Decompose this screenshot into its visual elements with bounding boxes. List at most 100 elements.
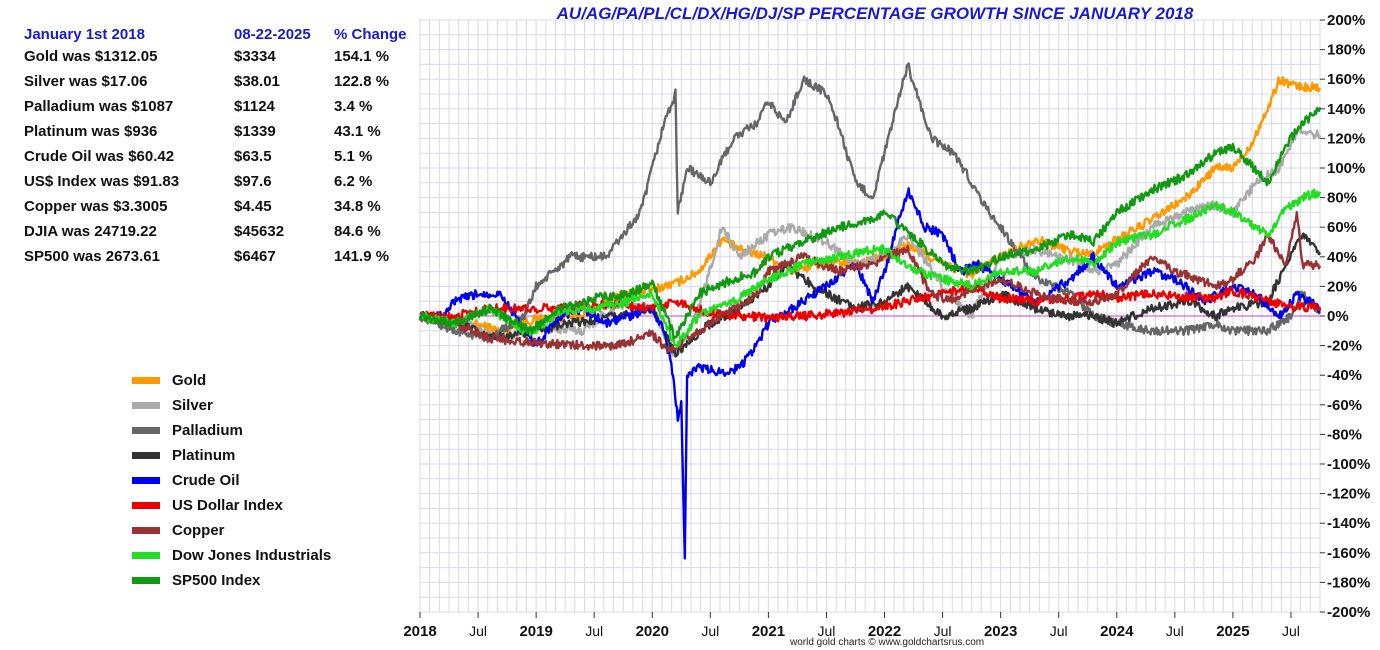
chart-title: AU/AG/PA/PL/CL/DX/HG/DJ/SP PERCENTAGE GR…: [556, 4, 1194, 23]
row-price: $3334: [234, 48, 276, 65]
legend-swatch: [132, 502, 160, 509]
row-change: 5.1 %: [334, 148, 373, 165]
row-label: Palladium was $1087: [24, 98, 174, 115]
row-change: 122.8 %: [334, 73, 390, 90]
y-tick-label: -80%: [1327, 426, 1362, 443]
legend-item: SP500 Index: [132, 568, 331, 593]
legend-swatch: [132, 527, 160, 534]
header-start-date: January 1st 2018: [24, 25, 145, 43]
legend-item: Silver: [132, 393, 331, 418]
x-tick-label: 2021: [752, 623, 785, 640]
x-tick-label: Jul: [469, 623, 487, 639]
row-change: 84.6 %: [334, 223, 381, 240]
series-line-palladium: [418, 62, 1322, 344]
series-lines: [418, 62, 1322, 560]
x-tick-label: Jul: [1050, 623, 1068, 639]
row-label: SP500 was 2673.61: [24, 248, 160, 265]
row-price: $45632: [234, 223, 285, 240]
y-tick-label: -60%: [1327, 397, 1362, 414]
legend-label: US Dollar Index: [172, 497, 283, 514]
legend-label: Copper: [172, 522, 225, 539]
row-price: $63.5: [234, 148, 272, 165]
legend-swatch: [132, 577, 160, 584]
x-tick-label: Jul: [1166, 623, 1184, 639]
legend-item: Crude Oil: [132, 468, 331, 493]
legend-label: Silver: [172, 397, 213, 414]
legend-item: Copper: [132, 518, 331, 543]
chart-legend: Gold Silver Palladium Platinum Crude Oil US D…: [132, 368, 331, 593]
x-tick-label: 2019: [519, 623, 552, 640]
y-tick-label: 120%: [1327, 130, 1365, 147]
legend-swatch: [132, 427, 160, 434]
x-tick-label: 2023: [984, 623, 1017, 640]
credit-text: world gold charts © www.goldchartsrus.co…: [790, 637, 985, 648]
y-tick-label: 40%: [1327, 249, 1357, 266]
legend-item: Palladium: [132, 418, 331, 443]
legend-swatch: [132, 402, 160, 409]
legend-label: Crude Oil: [172, 472, 240, 489]
row-label: Gold was $1312.05: [24, 48, 158, 65]
row-label: Crude Oil was $60.42: [24, 148, 175, 165]
legend-swatch: [132, 477, 160, 484]
row-change: 6.2 %: [334, 173, 373, 190]
legend-label: Dow Jones Industrials: [172, 547, 332, 564]
y-tick-label: -20%: [1327, 338, 1362, 355]
legend-item: Gold: [132, 368, 331, 393]
legend-swatch: [132, 377, 160, 384]
y-tick-label: 180%: [1327, 42, 1365, 59]
row-price: $4.45: [234, 198, 272, 215]
y-tick-label: 160%: [1327, 71, 1365, 88]
header-change: % Change: [334, 25, 407, 43]
y-tick-label: 0%: [1327, 308, 1349, 325]
x-tick-label: Jul: [701, 623, 719, 639]
series-line-sp500-index: [418, 106, 1322, 339]
y-tick-label: 60%: [1327, 219, 1357, 236]
y-tick-label: 80%: [1327, 190, 1357, 207]
header-current-date: 08-22-2025: [234, 25, 311, 43]
x-tick-label: 2025: [1216, 623, 1249, 640]
row-price: $6467: [234, 248, 276, 265]
row-change: 43.1 %: [334, 123, 381, 140]
y-tick-label: -200%: [1327, 604, 1370, 621]
y-axis-ticks: 200% 180% 160% 140% 120% 100% 80% 60% 40% 20% 0% -2…: [1320, 12, 1370, 621]
table-row: Palladium was $1087 $1124 3.4 %: [24, 94, 424, 119]
y-tick-label: -140%: [1327, 515, 1370, 532]
price-table: January 1st 2018 08-22-2025 % Change Gol…: [24, 24, 424, 269]
row-change: 34.8 %: [334, 198, 381, 215]
legend-item: Platinum: [132, 443, 331, 468]
table-row: SP500 was 2673.61 $6467 141.9 %: [24, 244, 424, 269]
row-price: $97.6: [234, 173, 272, 190]
x-tick-label: Jul: [817, 623, 835, 639]
row-change: 3.4 %: [334, 98, 373, 115]
row-price: $38.01: [234, 73, 280, 90]
x-tick-label: 2022: [868, 623, 901, 640]
x-tick-label: Jul: [1282, 623, 1300, 639]
row-change: 141.9 %: [334, 248, 390, 265]
x-tick-label: Jul: [934, 623, 952, 639]
legend-label: Palladium: [172, 422, 243, 439]
x-axis-ticks: 2018 Jul 2019 Jul 2020 Jul 2021 Jul 2022 Jul 2023 J…: [403, 612, 1300, 640]
row-label: US$ Index was $91.83: [24, 173, 180, 190]
y-tick-label: -160%: [1327, 545, 1370, 562]
legend-item: US Dollar Index: [132, 493, 331, 518]
table-row: Copper was $3.3005 $4.45 34.8 %: [24, 194, 424, 219]
y-tick-label: 100%: [1327, 160, 1365, 177]
series-line-dow-jones-industrials: [418, 188, 1322, 348]
table-row: Platinum was $936 $1339 43.1 %: [24, 119, 424, 144]
table-header: January 1st 2018 08-22-2025 % Change: [24, 24, 424, 44]
table-row: US$ Index was $91.83 $97.6 6.2 %: [24, 169, 424, 194]
y-tick-label: 200%: [1327, 12, 1365, 29]
x-tick-label: Jul: [585, 623, 603, 639]
row-label: Copper was $3.3005: [24, 198, 168, 215]
y-tick-label: -180%: [1327, 574, 1370, 591]
y-tick-label: -40%: [1327, 367, 1362, 384]
row-price: $1339: [234, 123, 276, 140]
legend-swatch: [132, 552, 160, 559]
row-price: $1124: [234, 98, 275, 115]
table-row: Silver was $17.06 $38.01 122.8 %: [24, 69, 424, 94]
y-tick-label: -120%: [1327, 486, 1370, 503]
x-tick-label: 2024: [1100, 623, 1134, 640]
row-label: DJIA was 24719.22: [24, 223, 157, 240]
table-row: Crude Oil was $60.42 $63.5 5.1 %: [24, 144, 424, 169]
